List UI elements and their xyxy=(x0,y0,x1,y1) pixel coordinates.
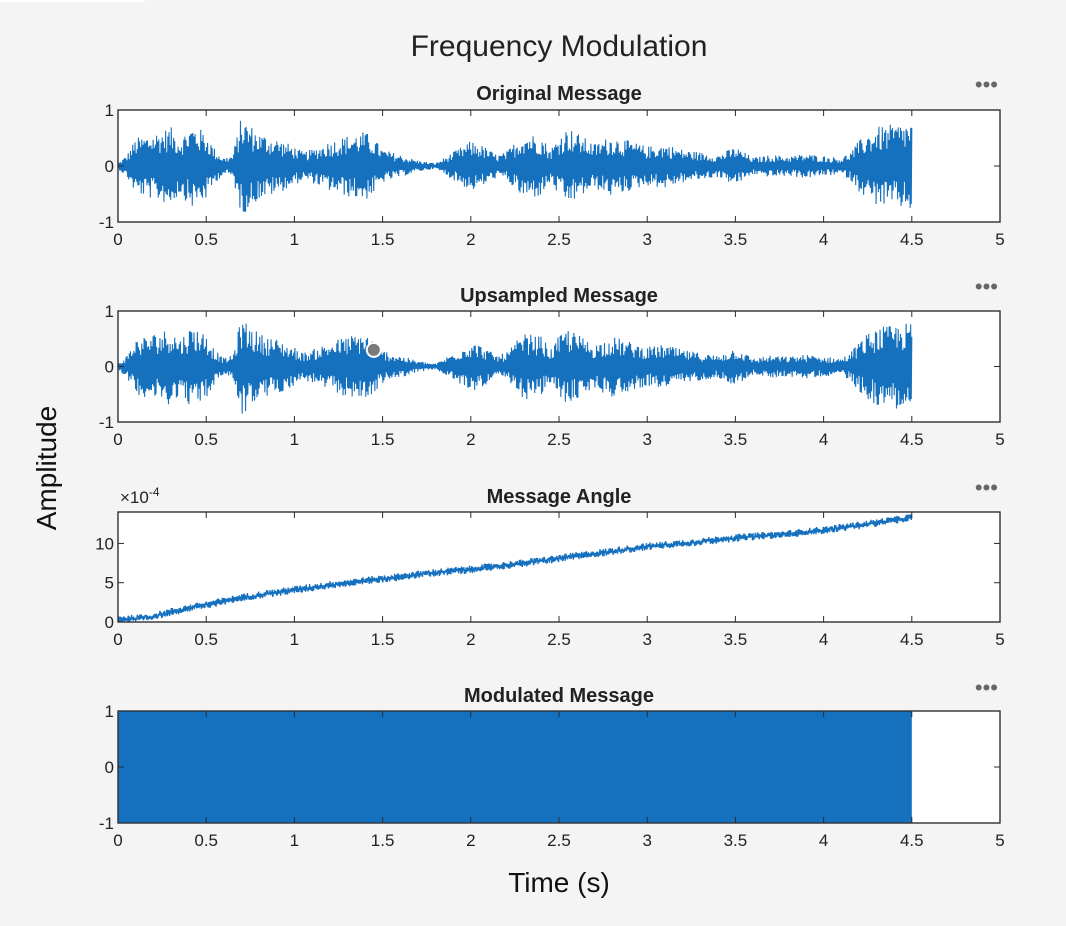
x-tick-label: 2 xyxy=(466,230,475,249)
x-tick-label: 1 xyxy=(290,630,299,649)
x-tick-label: 3.5 xyxy=(724,430,748,449)
x-tick-label: 5 xyxy=(995,430,1004,449)
x-tick-label: 4 xyxy=(819,831,828,850)
x-tick-label: 2.5 xyxy=(547,630,571,649)
x-tick-label: 1 xyxy=(290,831,299,850)
x-tick-label: 4.5 xyxy=(900,831,924,850)
axes-title: Upsampled Message xyxy=(460,285,658,307)
x-tick-label: 1.5 xyxy=(371,630,395,649)
y-tick-label: 10 xyxy=(95,534,114,553)
x-tick-label: 1.5 xyxy=(371,430,395,449)
x-tick-label: 3.5 xyxy=(724,630,748,649)
series-line xyxy=(118,120,913,212)
x-tick-label: 2.5 xyxy=(547,430,571,449)
x-tick-label: 0 xyxy=(113,630,122,649)
x-tick-label: 2 xyxy=(466,831,475,850)
window-top-edge xyxy=(0,0,145,2)
x-tick-label: 5 xyxy=(995,230,1004,249)
y-tick-label: 1 xyxy=(105,302,114,321)
y-tick-label: 0 xyxy=(105,358,114,377)
series-fill xyxy=(118,711,912,823)
x-tick-label: 4.5 xyxy=(900,430,924,449)
x-tick-label: 2.5 xyxy=(547,831,571,850)
x-tick-label: 3.5 xyxy=(724,230,748,249)
y-tick-label: 0 xyxy=(105,613,114,632)
series-line xyxy=(118,514,913,622)
x-tick-label: 0.5 xyxy=(194,430,218,449)
x-tick-label: 1.5 xyxy=(371,230,395,249)
x-tick-label: 5 xyxy=(995,831,1004,850)
x-tick-label: 0 xyxy=(113,430,122,449)
x-tick-label: 0 xyxy=(113,230,122,249)
axes-message-angle: Message Angle ••• ×10-4 0 0.5 1 1.5 2 2.5 3 3.5… xyxy=(95,475,1005,649)
x-tick-label: 1 xyxy=(290,230,299,249)
x-tick-label: 4.5 xyxy=(900,230,924,249)
axes-title: Original Message xyxy=(476,83,642,105)
x-tick-label: 3 xyxy=(642,831,651,850)
x-tick-label: 0.5 xyxy=(194,831,218,850)
data-cursor-marker[interactable] xyxy=(365,341,382,358)
x-tick-label: 0.5 xyxy=(194,630,218,649)
y-tick-label: 0 xyxy=(105,758,114,777)
axes-title: Modulated Message xyxy=(464,685,654,707)
x-tick-label: 4 xyxy=(819,230,828,249)
x-tick-label: 5 xyxy=(995,630,1004,649)
y-tick-label: 5 xyxy=(105,574,114,593)
y-exponent-label: ×10-4 xyxy=(120,485,160,507)
axes-original-message: Original Message ••• 0 0.5 1 1.5 2 2.5 3 3.5 4 4.… xyxy=(99,72,1005,249)
y-tick-label: -1 xyxy=(99,413,114,432)
x-tick-label: 1 xyxy=(290,430,299,449)
x-tick-label: 0.5 xyxy=(194,230,218,249)
plot-area[interactable] xyxy=(117,511,1001,623)
y-axis-label: Amplitude xyxy=(31,406,62,531)
x-tick-label: 4 xyxy=(819,630,828,649)
axes-title: Message Angle xyxy=(487,486,632,508)
x-tick-label: 3 xyxy=(642,430,651,449)
axes-menu-icon[interactable]: ••• xyxy=(975,675,998,700)
x-tick-label: 4 xyxy=(819,430,828,449)
x-tick-label: 4.5 xyxy=(900,630,924,649)
y-tick-label: -1 xyxy=(99,814,114,833)
y-tick-label: -1 xyxy=(99,213,114,232)
axes-upsampled-message: Upsampled Message ••• 0 0.5 1 1.5 2 2.5 3 3.5 4 4… xyxy=(99,274,1005,449)
axes-modulated-message: Modulated Message ••• 0 0.5 1 1.5 2 2.5 3 3.5 4 4… xyxy=(99,675,1005,850)
figure-title: Frequency Modulation xyxy=(411,30,708,63)
axes-menu-icon[interactable]: ••• xyxy=(975,475,998,500)
series-line xyxy=(118,323,913,414)
x-tick-label: 0 xyxy=(113,831,122,850)
y-tick-label: 1 xyxy=(105,702,114,721)
x-axis-label: Time (s) xyxy=(508,867,610,898)
x-tick-label: 2 xyxy=(466,430,475,449)
axes-menu-icon[interactable]: ••• xyxy=(975,72,998,97)
y-tick-label: 0 xyxy=(105,157,114,176)
x-tick-label: 3.5 xyxy=(724,831,748,850)
axes-menu-icon[interactable]: ••• xyxy=(975,274,998,299)
x-tick-label: 2 xyxy=(466,630,475,649)
y-tick-label: 1 xyxy=(105,101,114,120)
x-tick-label: 1.5 xyxy=(371,831,395,850)
x-tick-label: 2.5 xyxy=(547,230,571,249)
x-tick-label: 3 xyxy=(642,630,651,649)
x-tick-label: 3 xyxy=(642,230,651,249)
